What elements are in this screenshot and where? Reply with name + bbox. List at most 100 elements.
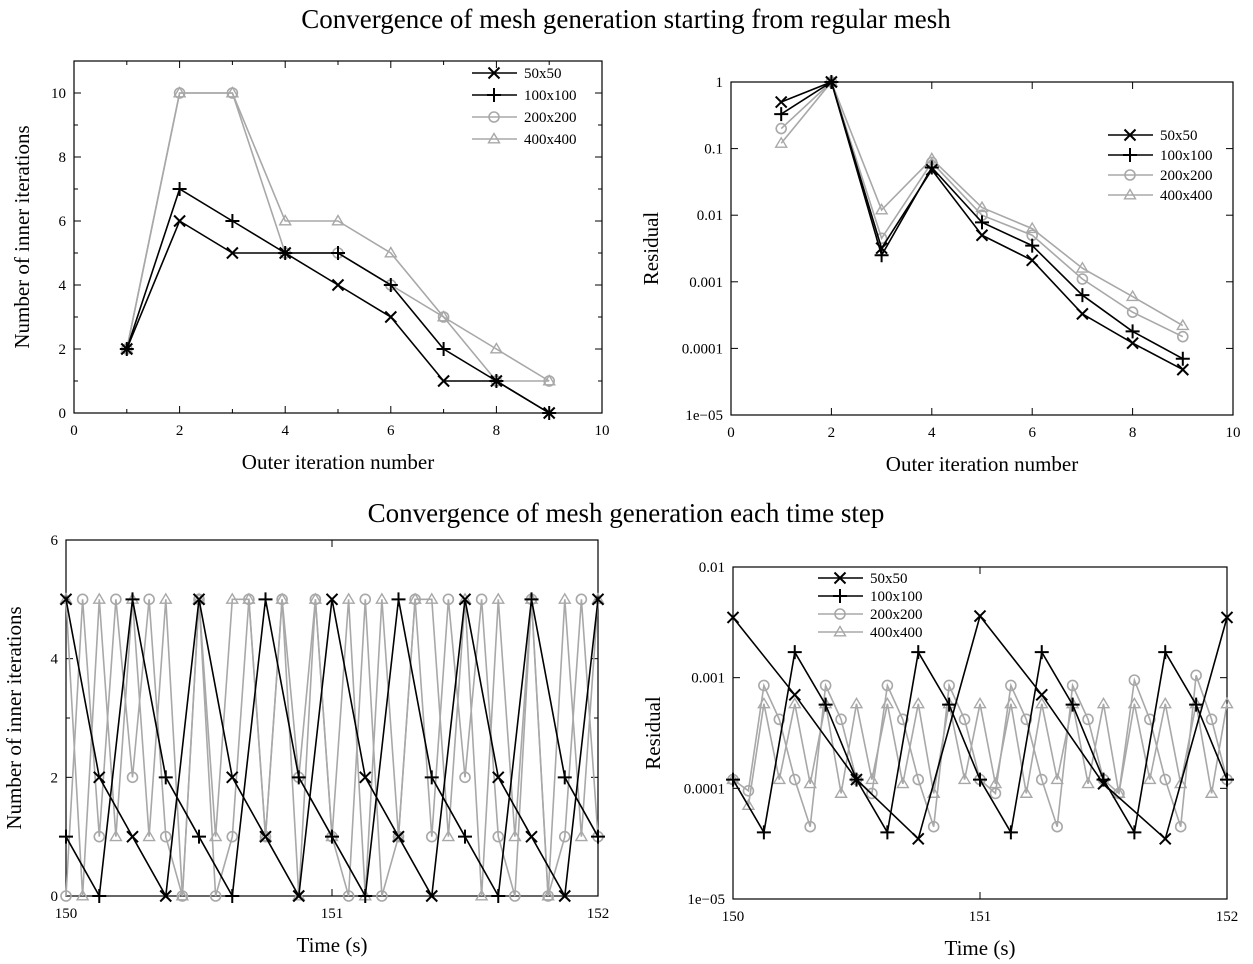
data-point [110, 593, 122, 606]
data-point [1035, 688, 1048, 702]
data-point [989, 787, 1002, 800]
data-point [1220, 772, 1234, 787]
data-point [159, 592, 173, 604]
data-point [92, 592, 106, 604]
data-point [331, 214, 345, 226]
data-point [850, 773, 863, 786]
data-point [558, 592, 572, 604]
data-point [158, 770, 173, 785]
data-point [1075, 261, 1090, 273]
x-tick-label: 6 [1028, 425, 1036, 441]
data-point [259, 830, 272, 843]
data-point [957, 772, 972, 785]
data-point [804, 820, 816, 833]
series-50x50 [120, 214, 556, 420]
top-title: Convergence of mesh generation starting … [301, 4, 951, 34]
plot-frame [730, 81, 1234, 416]
series-line [126, 187, 550, 414]
data-point [176, 890, 189, 902]
legend-marker [1123, 188, 1137, 200]
x-tick-label: 0 [727, 425, 735, 441]
data-point [75, 889, 90, 901]
data-point [924, 160, 939, 175]
data-point [341, 592, 356, 604]
data-point [292, 889, 305, 903]
data-point [278, 246, 292, 260]
data-point [1096, 696, 1111, 709]
series-line [126, 92, 550, 382]
data-point [192, 593, 206, 606]
data-point [474, 889, 489, 901]
data-point [819, 679, 832, 692]
y-tick-label: 6 [51, 533, 59, 549]
data-point [325, 829, 339, 844]
data-point [558, 889, 571, 903]
series-line [65, 599, 599, 899]
data-point [259, 830, 272, 843]
data-point [575, 593, 588, 606]
data-point [756, 825, 771, 840]
data-point [912, 832, 925, 845]
data-point [475, 593, 488, 606]
x-tick-label: 150 [722, 909, 745, 925]
x-tick-label: 8 [493, 423, 501, 439]
data-point [911, 645, 926, 660]
data-point [258, 592, 273, 607]
legend-marker [487, 66, 501, 80]
data-point [881, 679, 894, 692]
data-point [927, 820, 940, 833]
data-point [591, 593, 605, 606]
legend-label: 400x400 [1160, 188, 1213, 204]
data-point [93, 771, 106, 784]
data-point [491, 889, 506, 903]
data-point [1189, 697, 1204, 712]
legend-marker [833, 571, 847, 585]
data-point [896, 776, 910, 789]
data-point [325, 593, 339, 606]
data-point [1159, 832, 1172, 845]
data-point [384, 246, 398, 258]
data-point [425, 889, 438, 903]
data-point [1190, 669, 1202, 682]
legend-marker [488, 111, 500, 123]
y-tick-label: 1e−05 [685, 408, 723, 424]
data-point [973, 772, 987, 787]
data-point [787, 645, 802, 660]
data-point [60, 890, 72, 902]
data-point [925, 163, 939, 177]
data-point [557, 770, 572, 785]
data-point [911, 696, 925, 709]
series-line [65, 598, 599, 897]
series-400x400 [726, 696, 1234, 811]
y-tick-label: 6 [59, 214, 67, 230]
y-tick-label: 0.001 [689, 275, 723, 291]
data-point [76, 593, 89, 606]
data-point [773, 713, 786, 726]
data-point [93, 830, 106, 843]
x-axis-label: Outer iteration number [242, 450, 434, 474]
legend-label: 50x50 [870, 571, 908, 587]
data-point [558, 830, 571, 843]
legend-label: 100x100 [524, 88, 577, 104]
data-point [1082, 713, 1094, 726]
data-point [1205, 713, 1218, 726]
data-point [159, 830, 172, 843]
data-point [425, 592, 439, 604]
data-point [92, 889, 107, 903]
legend-label: 50x50 [524, 66, 562, 82]
data-point [226, 87, 239, 99]
y-tick-label: 0.01 [697, 208, 723, 224]
data-point [1051, 820, 1063, 833]
data-point [958, 713, 971, 726]
data-point [342, 890, 355, 902]
y-tick-label: 0.0001 [684, 781, 725, 797]
data-point [1003, 825, 1018, 840]
data-point [973, 696, 987, 709]
data-point [1126, 336, 1139, 350]
data-point [1127, 825, 1142, 840]
data-point [774, 95, 788, 109]
series-400x400 [120, 86, 556, 386]
data-point [726, 611, 740, 624]
data-point [437, 311, 450, 323]
